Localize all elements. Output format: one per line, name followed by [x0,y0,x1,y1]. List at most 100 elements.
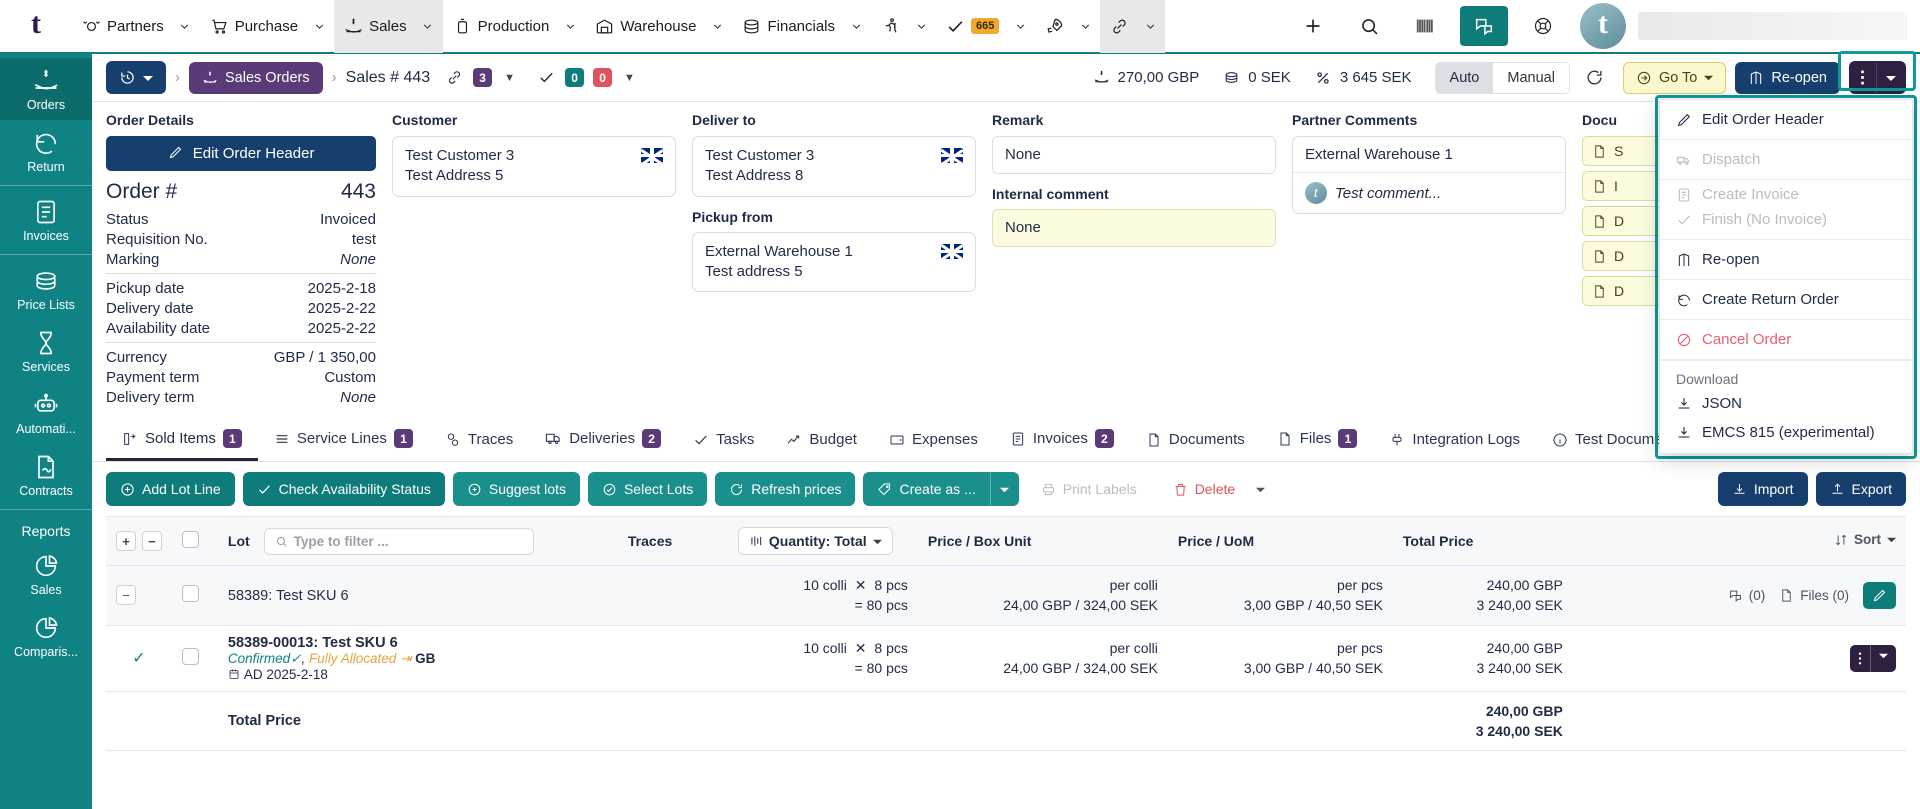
refresh-icon[interactable] [1579,62,1610,93]
quantity-selector[interactable]: Quantity: Total [737,527,893,555]
sort-button[interactable]: Sort [1834,532,1896,547]
nav-rocket-caret[interactable] [1070,0,1100,53]
barcode-icon[interactable] [1398,0,1452,53]
export-button[interactable]: Export [1815,472,1906,506]
check-availability-status-button[interactable]: Check Availability Status [242,472,445,506]
tab-traces[interactable]: Traces [429,423,529,461]
nav-link-caret[interactable] [1135,0,1166,53]
search-icon[interactable] [1342,0,1396,53]
more-actions-caret-icon[interactable] [1876,61,1906,94]
row-more-actions-button[interactable] [1850,644,1896,672]
row-edit-button[interactable] [1863,581,1896,609]
nav-sales[interactable]: Sales [334,0,413,53]
sidebar-item-sales-report[interactable]: Sales [0,543,92,605]
tab-integration-logs[interactable]: Integration Logs [1373,423,1536,461]
breadcrumb-sales-orders[interactable]: Sales Orders [189,61,323,94]
menu-item-cancel-order[interactable]: Cancel Order [1660,320,1912,360]
tab-deliveries[interactable]: Deliveries 2 [529,421,677,461]
table-row[interactable]: − 58389: Test SKU 6 10 colli ✕ 8 pcs [106,565,1906,626]
menu-item-download-json[interactable]: JSON [1660,389,1912,418]
table-row[interactable]: ✓ 58389-00013: Test SKU 6 Confirmed✓, Fu… [106,625,1906,692]
avatar[interactable]: t [1580,3,1626,49]
go-to-button[interactable]: Go To [1622,61,1727,94]
tab-files[interactable]: Files 1 [1261,421,1374,461]
tab-documents[interactable]: Documents [1130,423,1261,461]
nav-production[interactable]: Production [443,0,556,53]
collapse-all-button[interactable]: − [141,531,162,551]
sidebar-item-comparison[interactable]: Comparis... [0,605,92,667]
history-button[interactable] [106,61,166,94]
link-count-caret-icon[interactable]: ▼ [504,71,516,84]
create-as-split-button[interactable]: Create as ... [863,472,1019,506]
edit-order-header-button[interactable]: Edit Order Header [106,136,376,171]
sidebar-item-price-lists[interactable]: Price Lists [0,258,92,320]
tab-tasks[interactable]: Tasks [677,423,770,461]
partner-comments-box[interactable]: External Warehouse 1 t Test comment... [1292,136,1566,214]
menu-item-edit-order-header[interactable]: Edit Order Header [1660,100,1912,140]
nav-sales-caret[interactable] [412,0,443,53]
tasks-caret-icon[interactable]: ▼ [624,71,635,84]
delete-button[interactable]: Delete [1158,472,1250,506]
sidebar-item-services[interactable]: Services [0,320,92,382]
more-actions-split-button[interactable] [1849,61,1906,94]
row-comments-button[interactable]: (0) [1728,588,1765,603]
tab-service-lines[interactable]: Service Lines 1 [258,421,429,461]
nav-purchase[interactable]: Purchase [200,0,304,53]
sidebar-item-orders[interactable]: Orders [0,58,92,120]
import-button[interactable]: Import [1717,472,1808,506]
reopen-button[interactable]: Re-open [1735,61,1840,94]
select-all-checkbox[interactable] [181,531,199,548]
menu-item-create-return-order[interactable]: Create Return Order [1660,280,1912,320]
segment-option-auto[interactable]: Auto [1435,62,1494,93]
create-as-button[interactable]: Create as ... [863,472,990,506]
add-lot-line-button[interactable]: Add Lot Line [106,472,235,506]
nav-tasks-caret[interactable] [1005,0,1035,53]
tab-test-document[interactable]: Test Document [1536,423,1691,461]
nav-partners-caret[interactable] [170,0,200,53]
select-lots-button[interactable]: Select Lots [587,472,708,506]
row-checkbox[interactable] [181,648,199,666]
row-files-button[interactable]: Files (0) [1779,588,1849,603]
tab-expenses[interactable]: Expenses [873,423,994,461]
sidebar-item-return[interactable]: Return [0,120,92,182]
delete-caret-icon[interactable] [1249,472,1273,506]
sidebar-item-automations[interactable]: Automati... [0,382,92,444]
suggest-lots-button[interactable]: Suggest lots [452,472,580,506]
nav-financials[interactable]: Financials [732,0,841,53]
pickup-from-address-box[interactable]: External Warehouse 1 Test address 5 [692,231,976,292]
row-checkbox[interactable] [181,585,199,603]
nav-warehouse[interactable]: Warehouse [585,0,702,53]
sidebar-item-invoices[interactable]: Invoices [0,189,92,251]
auto-manual-segment[interactable]: Auto Manual [1434,61,1570,94]
row-more-dots-icon[interactable] [1850,645,1870,672]
nav-production-caret[interactable] [555,0,585,53]
row-more-caret-icon[interactable] [1870,644,1896,672]
nav-warehouse-caret[interactable] [702,0,732,53]
customer-address-box[interactable]: Test Customer 3 Test Address 5 [392,136,676,197]
deliver-to-address-box[interactable]: Test Customer 3 Test Address 8 [692,136,976,197]
segment-option-manual[interactable]: Manual [1493,62,1569,93]
remark-field[interactable]: None [992,136,1276,174]
chat-icon[interactable] [1460,6,1508,46]
nav-partners[interactable]: Partners [72,0,170,53]
menu-item-re-open[interactable]: Re-open [1660,240,1912,280]
nav-financials-caret[interactable] [841,0,871,53]
tab-budget[interactable]: Budget [770,423,873,461]
menu-item-download-emcs[interactable]: EMCS 815 (experimental) [1660,418,1912,453]
nav-purchase-caret[interactable] [304,0,334,53]
nav-tasks[interactable]: 665 [936,0,1005,53]
nav-link[interactable] [1100,0,1136,53]
delete-split-button[interactable]: Delete [1158,472,1273,506]
brand-logo[interactable]: t [31,7,41,40]
lifebuoy-icon[interactable] [1516,0,1570,53]
nav-runner[interactable] [871,0,906,53]
internal-comment-field[interactable]: None [992,209,1276,247]
tab-invoices[interactable]: Invoices 2 [994,421,1130,461]
plus-icon[interactable] [1286,0,1340,53]
more-actions-button[interactable] [1849,61,1876,94]
tab-sold-items[interactable]: Sold Items 1 [106,421,258,461]
print-labels-button[interactable]: Print Labels [1026,472,1151,506]
nav-runner-caret[interactable] [906,0,936,53]
sidebar-item-contracts[interactable]: Contracts [0,444,92,506]
expand-all-button[interactable]: + [116,531,136,551]
